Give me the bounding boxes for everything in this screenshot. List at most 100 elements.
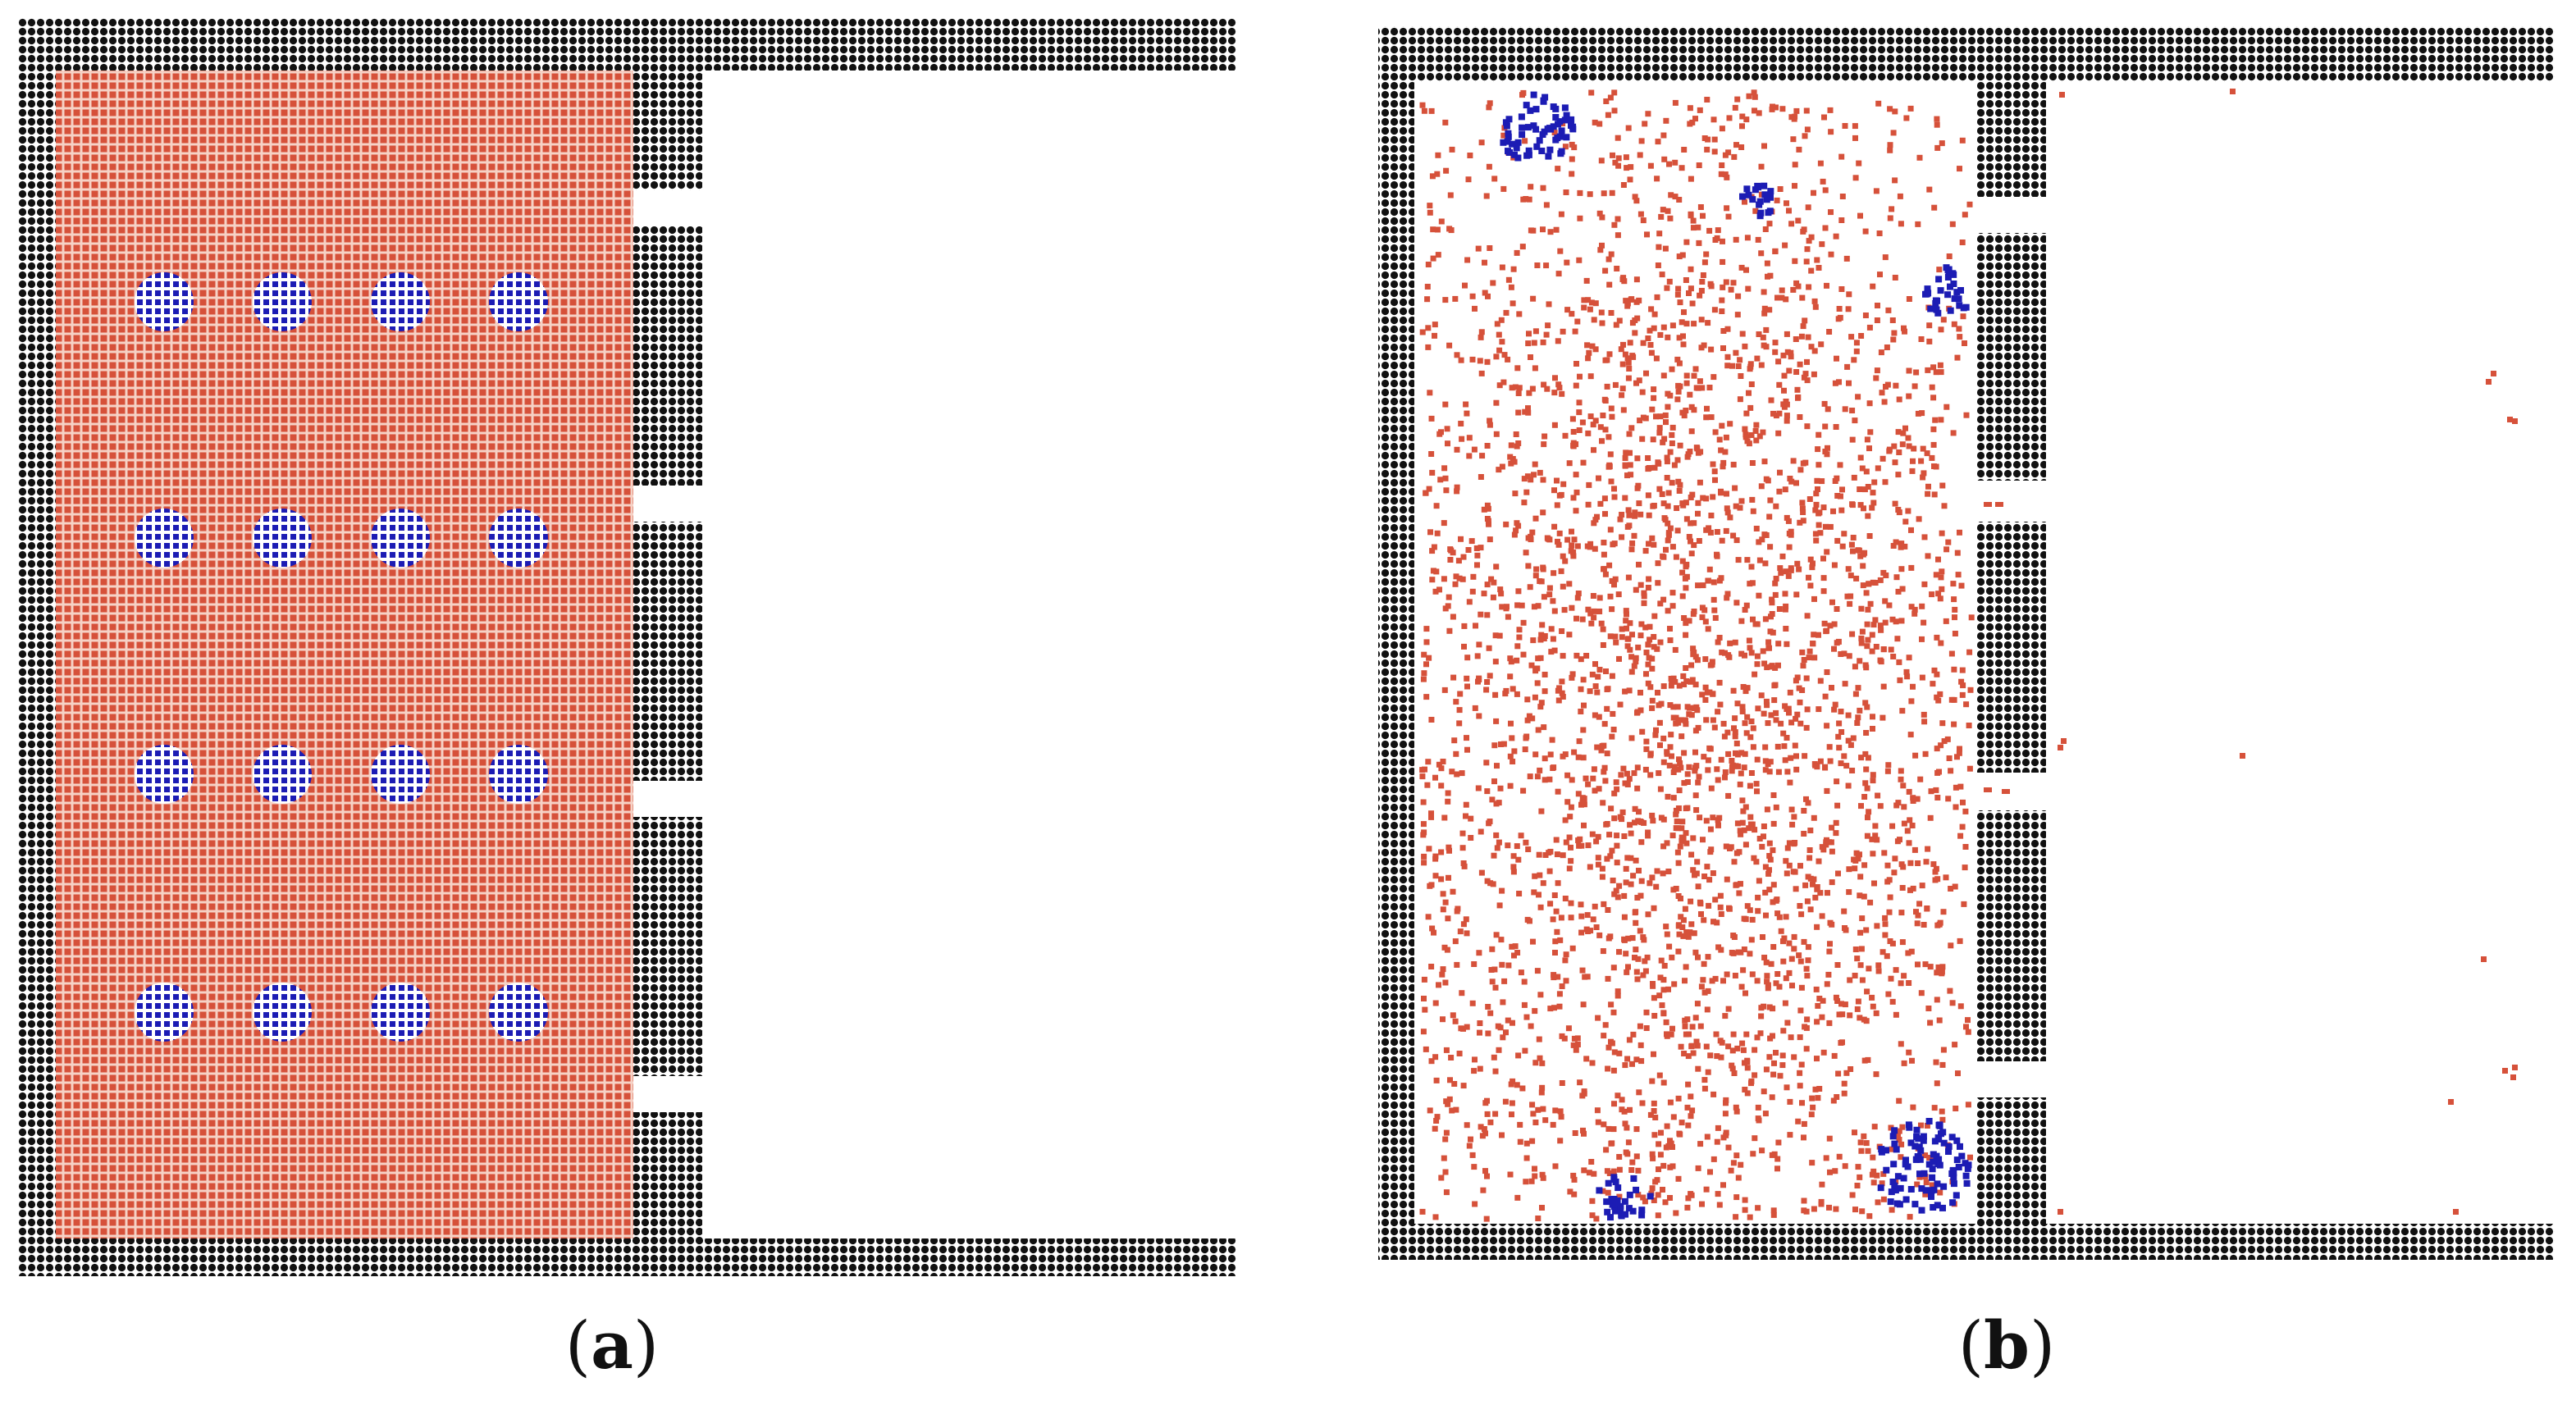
fluid-particle — [1864, 643, 1870, 650]
fluid-particle — [1492, 984, 1499, 991]
fluid-particle — [1491, 579, 1497, 586]
fluid-particle — [1683, 929, 1690, 935]
fluid-particle — [1948, 886, 1954, 892]
solid-particle — [1897, 1184, 1904, 1192]
fluid-particle — [1670, 1114, 1677, 1120]
fluid-particle — [1883, 572, 1889, 578]
fluid-particle — [1764, 806, 1770, 813]
fluid-particle — [1929, 384, 1935, 390]
fluid-particle — [1858, 946, 1865, 952]
fluid-particle — [1512, 490, 1519, 497]
fluid-particle — [1738, 618, 1745, 624]
fluid-particle — [1592, 417, 1599, 424]
fluid-particle — [1831, 562, 1838, 568]
fluid-particle — [1829, 879, 1835, 886]
fluid-particle — [1682, 1023, 1688, 1029]
fluid-particle — [1609, 413, 1615, 420]
fluid-particle — [1442, 1169, 1449, 1175]
fluid-particle — [1560, 852, 1566, 859]
fluid-particle — [1640, 217, 1647, 224]
fluid-particle — [1588, 620, 1595, 627]
fluid-particle — [1562, 957, 1569, 964]
fluid-particle — [1530, 637, 1537, 644]
fluid-particle — [1738, 373, 1744, 379]
fluid-particle — [1917, 776, 1924, 782]
fluid-particle — [1802, 133, 1808, 139]
fluid-particle — [1774, 1165, 1780, 1172]
fluid-particle — [1496, 382, 1503, 389]
fluid-particle — [1624, 355, 1631, 362]
fluid-particle — [1683, 277, 1689, 283]
fluid-particle — [1674, 819, 1680, 824]
fluid-particle — [1872, 823, 1879, 829]
fluid-particle — [1675, 948, 1682, 955]
fluid-particle — [1911, 610, 1918, 617]
fluid-particle — [1911, 846, 1918, 853]
fluid-particle — [1766, 853, 1773, 859]
fluid-particle — [1774, 896, 1780, 903]
fluid-particle — [1503, 687, 1510, 694]
fluid-particle — [1464, 930, 1470, 937]
fluid-particle — [1717, 892, 1724, 899]
fluid-particle — [1747, 645, 1753, 651]
fluid-particle — [1963, 412, 1970, 418]
fluid-particle — [1636, 809, 1642, 815]
fluid-particle — [1893, 539, 1899, 545]
fluid-particle — [1516, 311, 1523, 317]
fluid-particle — [1898, 1141, 1905, 1147]
fluid-particle — [1663, 419, 1669, 426]
fluid-particle — [1732, 485, 1738, 491]
fluid-particle — [1538, 632, 1545, 638]
fluid-particle — [1598, 157, 1605, 164]
fluid-particle — [1934, 671, 1940, 677]
fluid-particle — [1633, 969, 1640, 975]
fluid-particle — [1861, 1057, 1868, 1064]
fluid-particle — [1615, 135, 1621, 141]
fluid-particle — [1498, 937, 1505, 943]
fluid-particle — [1870, 499, 1877, 506]
fluid-particle — [1740, 1047, 1747, 1053]
fluid-particle — [1555, 687, 1561, 694]
solid-particle — [1918, 1206, 1925, 1214]
fluid-particle — [1706, 385, 1713, 390]
fluid-particle — [1884, 381, 1891, 388]
fluid-particle — [1633, 198, 1640, 204]
fluid-particle — [1931, 1105, 1938, 1111]
fluid-particle — [1828, 251, 1834, 258]
fluid-particle — [1574, 543, 1581, 550]
fluid-particle — [1784, 514, 1790, 521]
fluid-particle — [1494, 321, 1500, 327]
fluid-particle — [1641, 593, 1647, 600]
solid-particle — [1934, 1134, 1942, 1142]
fluid-particle — [1807, 556, 1814, 563]
fluid-particle — [1598, 747, 1605, 754]
fluid-particle — [1576, 738, 1583, 745]
fluid-particle — [1688, 712, 1695, 718]
fluid-particle — [1701, 917, 1707, 924]
fluid-particle — [1576, 399, 1583, 406]
fluid-particle — [1490, 881, 1496, 887]
fluid-particle — [1752, 1047, 1758, 1053]
fluid-particle — [1513, 431, 1519, 437]
fluid-particle — [1523, 196, 1529, 202]
fluid-particle — [1552, 1107, 1559, 1114]
fluid-particle — [1542, 852, 1549, 858]
fluid-particle — [1739, 1040, 1746, 1047]
fluid-particle — [1609, 1040, 1615, 1047]
fluid-particle — [1530, 295, 1537, 302]
fluid-particle — [1605, 1189, 1611, 1196]
fluid-particle — [1466, 1143, 1473, 1149]
fluid-particle — [1770, 1071, 1777, 1078]
fluid-particle — [1787, 779, 1793, 786]
fluid-particle — [1733, 1108, 1740, 1115]
fluid-particle — [1600, 1188, 1606, 1194]
fluid-particle — [1879, 949, 1886, 956]
fluid-particle — [1666, 161, 1672, 167]
fluid-particle — [1487, 422, 1493, 428]
fluid-particle — [1522, 1047, 1528, 1054]
fluid-particle — [1432, 1125, 1438, 1132]
fluid-particle — [1641, 590, 1647, 596]
fluid-particle — [1592, 346, 1599, 353]
solid-particle — [1894, 1173, 1902, 1180]
fluid-particle — [1681, 309, 1687, 316]
